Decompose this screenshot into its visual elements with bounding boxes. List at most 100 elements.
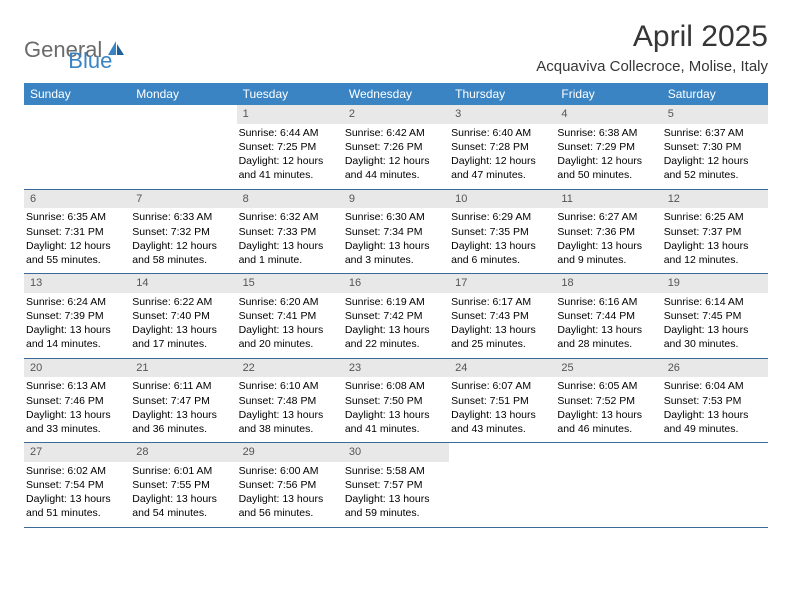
day-info-line: Daylight: 13 hours xyxy=(132,408,232,422)
day-info-line: Daylight: 13 hours xyxy=(451,323,551,337)
day-info-line: and 59 minutes. xyxy=(345,506,445,520)
day-info-line: Daylight: 13 hours xyxy=(557,239,657,253)
day-body: Sunrise: 6:22 AMSunset: 7:40 PMDaylight:… xyxy=(130,293,236,358)
day-number xyxy=(24,105,130,109)
day-number: 24 xyxy=(449,359,555,378)
day-body: Sunrise: 6:17 AMSunset: 7:43 PMDaylight:… xyxy=(449,293,555,358)
day-body: Sunrise: 6:27 AMSunset: 7:36 PMDaylight:… xyxy=(555,208,661,273)
day-body: Sunrise: 6:35 AMSunset: 7:31 PMDaylight:… xyxy=(24,208,130,273)
day-info-line: Daylight: 13 hours xyxy=(26,492,126,506)
day-header: Sunday xyxy=(24,83,130,105)
day-info-line: and 25 minutes. xyxy=(451,337,551,351)
day-info-line: Sunset: 7:36 PM xyxy=(557,225,657,239)
day-info-line: Sunrise: 6:02 AM xyxy=(26,464,126,478)
calendar-cell: 8Sunrise: 6:32 AMSunset: 7:33 PMDaylight… xyxy=(237,189,343,274)
day-info-line: and 17 minutes. xyxy=(132,337,232,351)
calendar-cell: 23Sunrise: 6:08 AMSunset: 7:50 PMDayligh… xyxy=(343,358,449,443)
day-info-line: Daylight: 13 hours xyxy=(239,239,339,253)
calendar-week-row: 27Sunrise: 6:02 AMSunset: 7:54 PMDayligh… xyxy=(24,443,768,528)
day-info-line: Sunset: 7:43 PM xyxy=(451,309,551,323)
calendar-cell xyxy=(449,443,555,528)
day-info-line: Sunset: 7:55 PM xyxy=(132,478,232,492)
day-number: 13 xyxy=(24,274,130,293)
day-info-line: Daylight: 13 hours xyxy=(345,408,445,422)
day-info-line: Daylight: 13 hours xyxy=(239,323,339,337)
day-number: 2 xyxy=(343,105,449,124)
calendar-cell: 22Sunrise: 6:10 AMSunset: 7:48 PMDayligh… xyxy=(237,358,343,443)
day-info-line: Sunset: 7:50 PM xyxy=(345,394,445,408)
day-body: Sunrise: 6:10 AMSunset: 7:48 PMDaylight:… xyxy=(237,377,343,442)
day-info-line: and 33 minutes. xyxy=(26,422,126,436)
day-info-line: Daylight: 13 hours xyxy=(132,323,232,337)
day-number xyxy=(555,443,661,447)
day-body: Sunrise: 6:14 AMSunset: 7:45 PMDaylight:… xyxy=(662,293,768,358)
calendar-cell: 27Sunrise: 6:02 AMSunset: 7:54 PMDayligh… xyxy=(24,443,130,528)
day-number: 22 xyxy=(237,359,343,378)
day-number: 21 xyxy=(130,359,236,378)
day-info-line: Daylight: 13 hours xyxy=(345,239,445,253)
day-info-line: Sunset: 7:56 PM xyxy=(239,478,339,492)
day-info-line: and 41 minutes. xyxy=(239,168,339,182)
day-info-line: Sunrise: 6:24 AM xyxy=(26,295,126,309)
day-number: 26 xyxy=(662,359,768,378)
day-number: 20 xyxy=(24,359,130,378)
day-info-line: Sunrise: 6:14 AM xyxy=(664,295,764,309)
day-info-line: and 20 minutes. xyxy=(239,337,339,351)
day-body: Sunrise: 6:13 AMSunset: 7:46 PMDaylight:… xyxy=(24,377,130,442)
day-body: Sunrise: 6:30 AMSunset: 7:34 PMDaylight:… xyxy=(343,208,449,273)
day-number: 16 xyxy=(343,274,449,293)
day-body: Sunrise: 6:16 AMSunset: 7:44 PMDaylight:… xyxy=(555,293,661,358)
day-body: Sunrise: 6:32 AMSunset: 7:33 PMDaylight:… xyxy=(237,208,343,273)
day-info-line: Sunrise: 6:27 AM xyxy=(557,210,657,224)
day-info-line: Sunrise: 6:16 AM xyxy=(557,295,657,309)
day-info-line: Sunset: 7:34 PM xyxy=(345,225,445,239)
day-info-line: Daylight: 12 hours xyxy=(132,239,232,253)
day-number: 17 xyxy=(449,274,555,293)
day-info-line: and 55 minutes. xyxy=(26,253,126,267)
day-info-line: and 22 minutes. xyxy=(345,337,445,351)
day-info-line: and 3 minutes. xyxy=(345,253,445,267)
day-info-line: and 46 minutes. xyxy=(557,422,657,436)
title-block: April 2025 Acquaviva Collecroce, Molise,… xyxy=(536,20,768,75)
logo-text-blue: Blue xyxy=(68,48,112,74)
calendar-cell: 15Sunrise: 6:20 AMSunset: 7:41 PMDayligh… xyxy=(237,274,343,359)
day-number: 3 xyxy=(449,105,555,124)
day-info-line: Sunset: 7:25 PM xyxy=(239,140,339,154)
day-body: Sunrise: 6:38 AMSunset: 7:29 PMDaylight:… xyxy=(555,124,661,189)
day-number: 8 xyxy=(237,190,343,209)
day-info-line: Sunset: 7:47 PM xyxy=(132,394,232,408)
day-info-line: Sunset: 7:54 PM xyxy=(26,478,126,492)
day-number xyxy=(662,443,768,447)
day-body: Sunrise: 6:19 AMSunset: 7:42 PMDaylight:… xyxy=(343,293,449,358)
day-info-line: and 36 minutes. xyxy=(132,422,232,436)
day-header: Thursday xyxy=(449,83,555,105)
day-info-line: Sunset: 7:40 PM xyxy=(132,309,232,323)
calendar-cell: 25Sunrise: 6:05 AMSunset: 7:52 PMDayligh… xyxy=(555,358,661,443)
day-info-line: Sunrise: 6:40 AM xyxy=(451,126,551,140)
day-number: 6 xyxy=(24,190,130,209)
logo: General Blue xyxy=(24,20,112,74)
day-info-line: and 12 minutes. xyxy=(664,253,764,267)
day-info-line: Sunset: 7:57 PM xyxy=(345,478,445,492)
day-info-line: Sunset: 7:39 PM xyxy=(26,309,126,323)
calendar-cell: 20Sunrise: 6:13 AMSunset: 7:46 PMDayligh… xyxy=(24,358,130,443)
day-body: Sunrise: 6:08 AMSunset: 7:50 PMDaylight:… xyxy=(343,377,449,442)
day-info-line: Sunrise: 6:00 AM xyxy=(239,464,339,478)
day-info-line: Daylight: 13 hours xyxy=(451,239,551,253)
day-info-line: and 14 minutes. xyxy=(26,337,126,351)
day-header: Monday xyxy=(130,83,236,105)
day-header: Wednesday xyxy=(343,83,449,105)
day-number xyxy=(449,443,555,447)
day-body: Sunrise: 6:11 AMSunset: 7:47 PMDaylight:… xyxy=(130,377,236,442)
day-info-line: Sunset: 7:46 PM xyxy=(26,394,126,408)
day-header: Tuesday xyxy=(237,83,343,105)
day-info-line: Daylight: 13 hours xyxy=(239,408,339,422)
calendar-cell: 13Sunrise: 6:24 AMSunset: 7:39 PMDayligh… xyxy=(24,274,130,359)
day-info-line: and 1 minute. xyxy=(239,253,339,267)
day-info-line: Daylight: 13 hours xyxy=(557,408,657,422)
day-info-line: Sunrise: 6:22 AM xyxy=(132,295,232,309)
header: General Blue April 2025 Acquaviva Collec… xyxy=(24,20,768,75)
day-info-line: and 38 minutes. xyxy=(239,422,339,436)
day-info-line: Sunrise: 6:29 AM xyxy=(451,210,551,224)
day-body: Sunrise: 6:05 AMSunset: 7:52 PMDaylight:… xyxy=(555,377,661,442)
